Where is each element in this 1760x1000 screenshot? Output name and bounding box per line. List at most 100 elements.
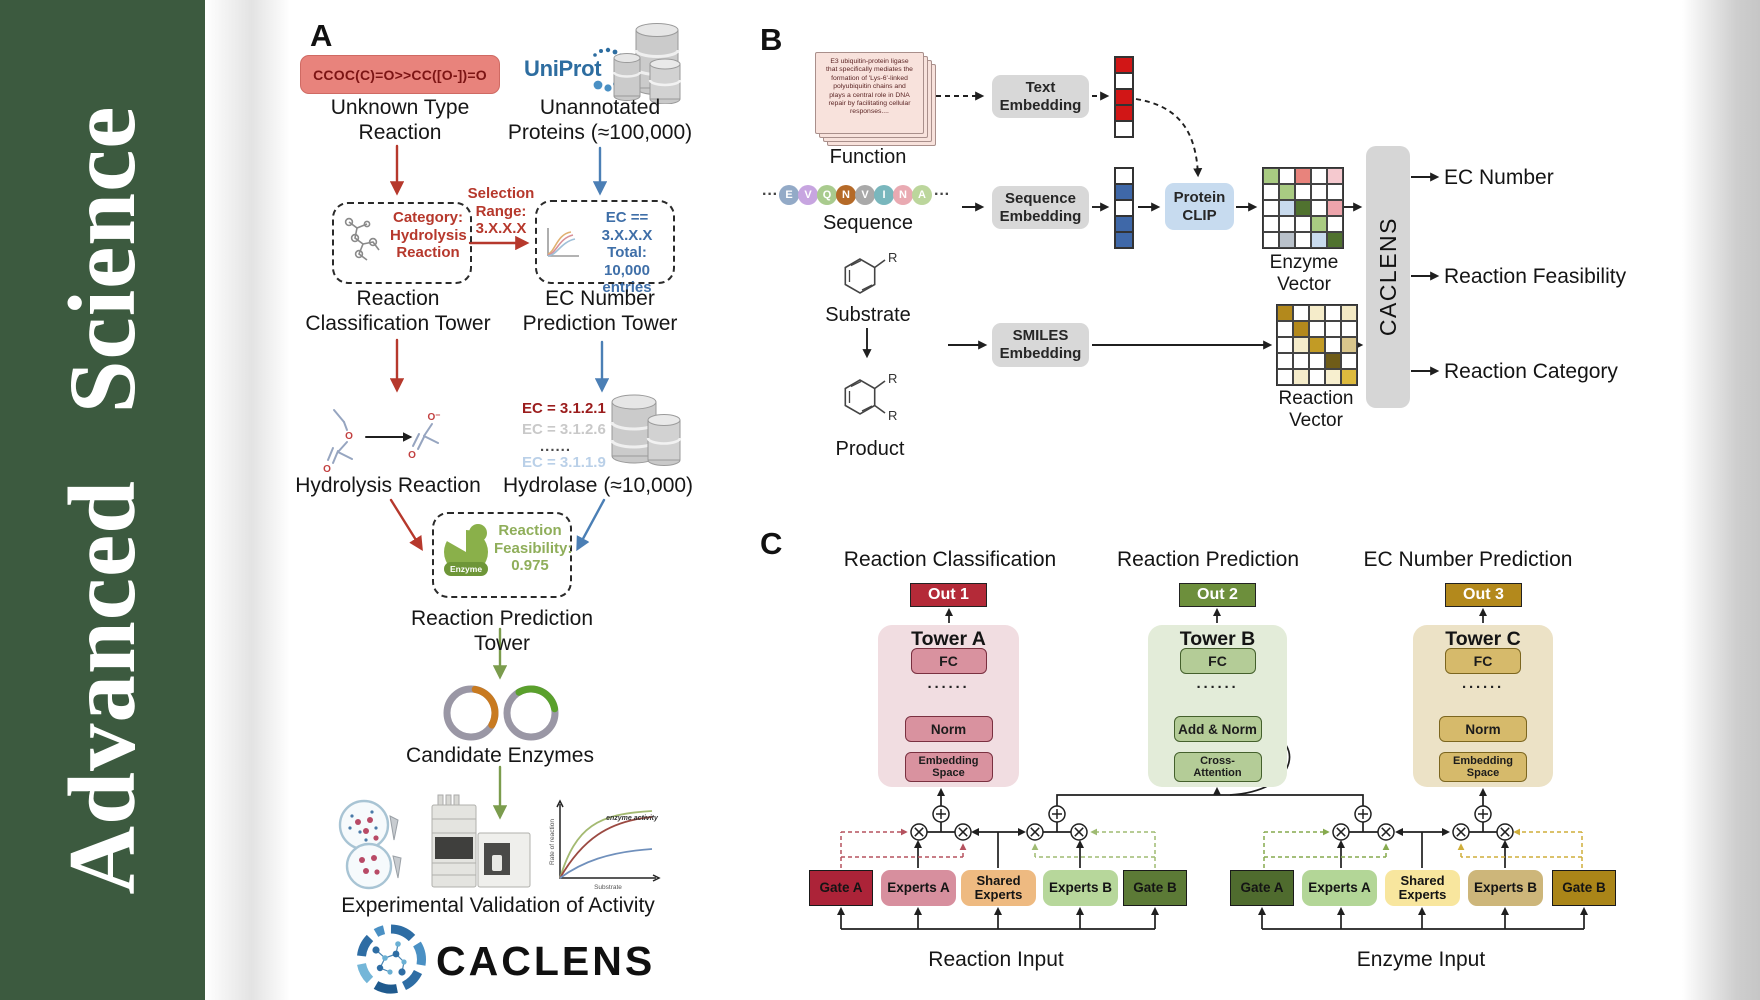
ellipsis: ··· (933, 186, 950, 203)
grid-cell (1341, 369, 1357, 385)
grid-cell (1309, 369, 1325, 385)
vector-cell (1115, 232, 1133, 248)
curves-plot-icon (547, 228, 579, 257)
sequence-embedding-box: Sequence Embedding (992, 186, 1089, 229)
hidden-layers-dots: ······ (927, 679, 970, 696)
grid-cell (1311, 168, 1327, 184)
tower-a-title: Tower A (911, 628, 986, 650)
ec-selection-box (535, 200, 675, 284)
norm-layer: Norm (904, 716, 993, 742)
grid-cell (1293, 305, 1309, 321)
caclens-block: CACLENS (1366, 146, 1410, 408)
enzyme-gate-b: Gate B (1552, 870, 1616, 906)
grid-cell (1327, 200, 1343, 216)
grid-cell (1325, 321, 1341, 337)
grid-cell (1311, 200, 1327, 216)
grid-cell (1295, 232, 1311, 248)
tower-b-title: Tower B (1179, 628, 1256, 650)
tower-c: Tower C FC ······ Norm Embedding Space (1413, 625, 1553, 787)
reaction-input-caption: Reaction Input (928, 948, 1064, 971)
kinetics-plot-icon: enzyme activity Rate of reaction Substra… (549, 799, 661, 891)
function-card: E3 ubiquitin-protein ligase that specifi… (815, 52, 924, 134)
atom-label: O (345, 431, 353, 442)
tower-a: Tower A FC ······ Norm Embedding Space (878, 625, 1019, 787)
protein-database-icon (612, 23, 682, 104)
grid-cell (1277, 353, 1293, 369)
fc-layer: FC (1445, 648, 1521, 674)
grid-cell (1311, 232, 1327, 248)
grid-cell (1263, 232, 1279, 248)
enzyme-gate-a: Gate A (1230, 870, 1294, 906)
atom-label: O (408, 450, 416, 461)
residue-circle: V (797, 185, 818, 205)
smiles-embedding-box: SMILES Embedding (992, 323, 1089, 367)
grid-cell (1325, 337, 1341, 353)
reaction-gate-b: Gate B (1123, 870, 1187, 906)
hidden-layers-dots: ······ (1462, 679, 1504, 696)
grid-cell (1293, 337, 1309, 353)
panel-b-label: B (760, 22, 783, 57)
enzyme-input-caption: Enzyme Input (1356, 948, 1486, 971)
vector-cell (1115, 184, 1133, 200)
add-norm-layer: Add & Norm (1173, 716, 1262, 742)
protein-clip-box: Protein CLIP (1165, 183, 1234, 230)
residue-circle: N (892, 185, 913, 205)
grid-cell (1325, 353, 1341, 369)
enzyme-vector-grid (1262, 167, 1344, 249)
residue-circle: Q (816, 185, 837, 205)
category-result-text: Category: Hydrolysis Reaction (390, 209, 467, 261)
vector-cell (1115, 200, 1133, 216)
vector-cell (1115, 73, 1133, 89)
vector-cell (1115, 89, 1133, 105)
plasmid-icons (443, 685, 559, 741)
prediction-tower-caption: Reaction Prediction Tower (410, 607, 594, 655)
vector-cell (1115, 168, 1133, 184)
classification-tower-caption: Reaction Classification Tower (305, 287, 491, 335)
atom-label: O⁻ (427, 412, 440, 423)
grid-cell (1327, 232, 1343, 248)
validation-caption: Experimental Validation of Activity (341, 894, 655, 917)
cross-attention-layer: Cross- Attention (1173, 752, 1262, 782)
kinetics-annotation: enzyme activity (606, 815, 659, 822)
out1-box: Out 1 (910, 583, 987, 607)
enzyme-vector-caption: Enzyme Vector (1269, 252, 1339, 295)
grid-cell (1295, 216, 1311, 232)
vector-cell (1115, 216, 1133, 232)
enzyme-icon: Enzyme (444, 524, 488, 576)
grid-cell (1263, 184, 1279, 200)
grid-cell (1327, 216, 1343, 232)
multiply-op-icon (1026, 823, 1044, 841)
grid-cell (1263, 216, 1279, 232)
norm-layer: Norm (1439, 716, 1527, 742)
substrate-caption: Substrate (825, 304, 911, 326)
residue-circle: A (911, 185, 932, 205)
ec-item-ellipsis: ...... (540, 438, 572, 455)
reaction-vector-caption: Reaction Vector (1278, 388, 1354, 431)
ec-item-2: EC = 3.1.2.6 (522, 421, 606, 438)
hydrolysis-reaction-structures: O O O⁻ O (323, 409, 441, 475)
screening-icon (338, 799, 402, 890)
grid-cell (1277, 305, 1293, 321)
page-spine-shadow (205, 0, 290, 1000)
hydrolase-database-icon (610, 394, 682, 466)
grid-cell (1279, 200, 1295, 216)
tower-b: Tower B FC ······ Add & Norm Cross- Atte… (1148, 625, 1287, 787)
caclens-block-label: CACLENS (1374, 217, 1401, 337)
multiply-op-icon (1332, 823, 1350, 841)
product-caption: Product (835, 438, 905, 460)
classification-result-box (332, 202, 472, 284)
header-reaction-classification: Reaction Classification (843, 548, 1057, 571)
text-embedding-vector (1114, 56, 1134, 138)
product-structure: R R (844, 371, 897, 423)
substituent-label: R (888, 371, 897, 386)
function-card-text: E3 ubiquitin-protein ligase that specifi… (826, 58, 913, 116)
grid-cell (1279, 232, 1295, 248)
grid-cell (1295, 200, 1311, 216)
journal-band (0, 0, 205, 1000)
panel-a-label: A (310, 18, 333, 53)
vector-cell (1115, 121, 1133, 137)
ellipsis: ··· (762, 186, 778, 203)
